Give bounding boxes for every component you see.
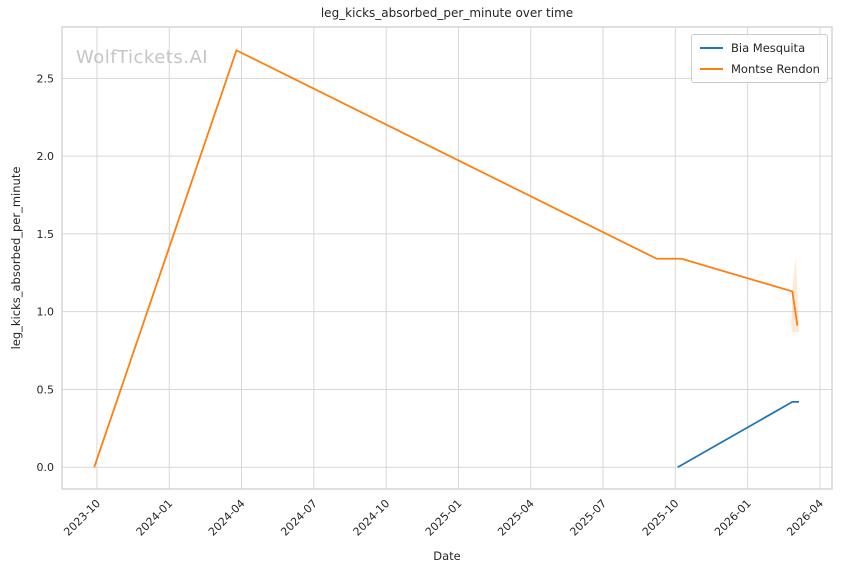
x-tick-label: 2025-07 — [567, 497, 609, 539]
legend: Bia Mesquita Montse Rendon — [691, 34, 828, 83]
chart-title: leg_kicks_absorbed_per_minute over time — [320, 6, 574, 20]
plot-border — [61, 26, 833, 490]
legend-item-bia-mesquita: Bia Mesquita — [700, 41, 818, 55]
x-tick-label: 2024-07 — [278, 497, 320, 539]
legend-label: Montse Rendon — [731, 62, 820, 76]
legend-label: Bia Mesquita — [731, 41, 806, 55]
x-axis-label: Date — [433, 549, 461, 563]
x-tick-label: 2024-01 — [134, 497, 176, 539]
x-tick-label: 2025-04 — [495, 497, 537, 539]
x-tick-label: 2026-01 — [712, 497, 754, 539]
x-tick-label: 2023-10 — [61, 497, 103, 539]
x-tick-label: 2024-10 — [351, 497, 393, 539]
legend-line-swatch-orange — [700, 68, 723, 70]
legend-item-montse-rendon: Montse Rendon — [700, 62, 820, 76]
x-tick-label: 2025-10 — [640, 497, 682, 539]
plot-area-background — [62, 27, 832, 489]
x-tick-label: 2025-01 — [423, 497, 465, 539]
y-tick-label: 0.0 — [37, 461, 55, 474]
y-tick-label: 2.5 — [37, 72, 55, 85]
x-tick-label: 2024-04 — [206, 497, 248, 539]
series-line-bia-mesquita — [677, 400, 800, 469]
x-tick-label: 2026-04 — [784, 497, 826, 539]
y-axis-label: leg_kicks_absorbed_per_minute — [9, 166, 23, 350]
y-tick-label: 1.5 — [37, 228, 55, 241]
y-tick-label: 1.0 — [37, 306, 55, 319]
y-tick-label: 2.0 — [37, 150, 55, 163]
legend-line-swatch-blue — [700, 47, 723, 49]
y-tick-label: 0.5 — [37, 383, 55, 396]
series-line-montse-rendon — [93, 49, 799, 468]
watermark: WolfTickets.AI — [76, 47, 209, 68]
uncertainty-band-montse-rendon — [791, 257, 800, 332]
